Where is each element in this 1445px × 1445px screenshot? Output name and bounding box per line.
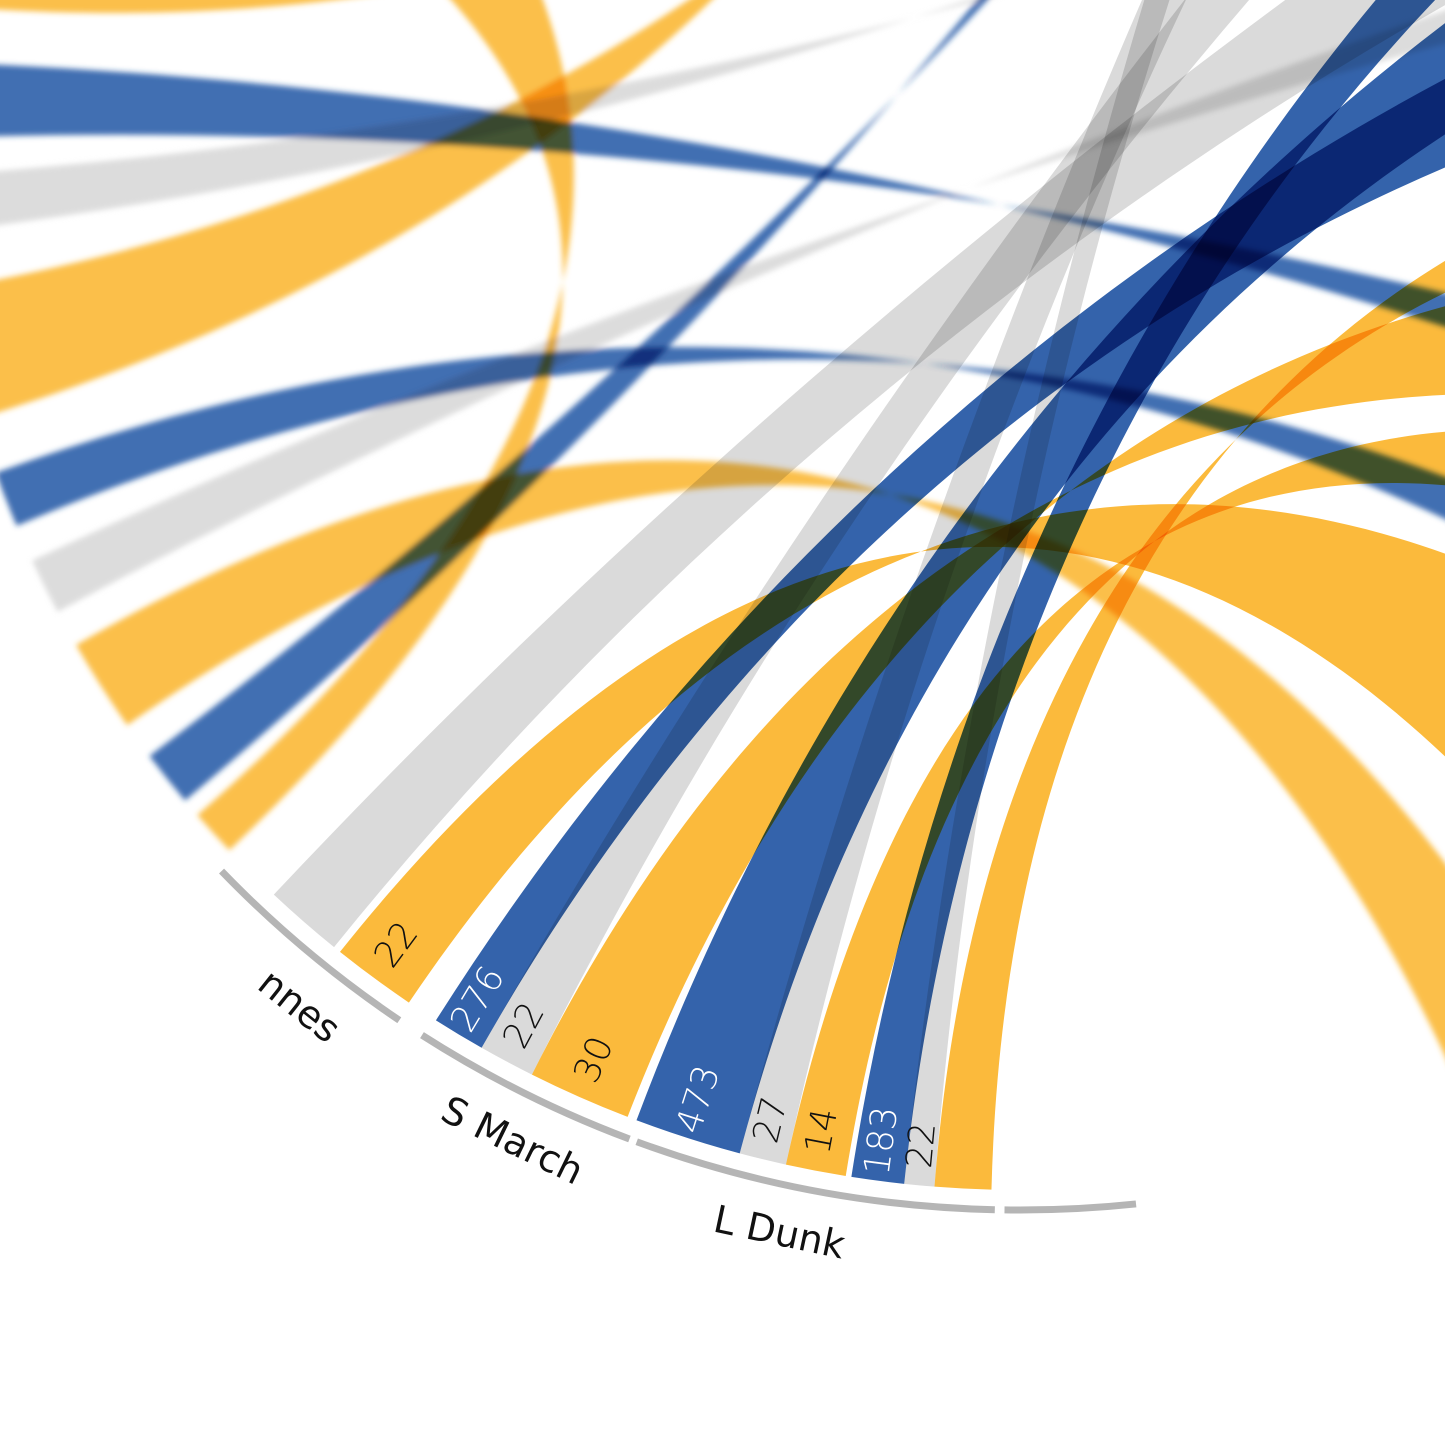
flow-value-label: 183 bbox=[857, 1104, 907, 1177]
ribbon-gold bbox=[785, 431, 1445, 1176]
ribbon-grey bbox=[904, 0, 1170, 1187]
group-arcs bbox=[219, 868, 1137, 1214]
background-ribbon bbox=[197, 0, 574, 851]
ribbon-gold bbox=[339, 504, 1445, 1003]
group-arc bbox=[420, 1032, 631, 1143]
background-ribbon bbox=[0, 0, 982, 225]
background-ribbon bbox=[149, 0, 988, 801]
ribbon-grey bbox=[273, 0, 1445, 948]
flow-value-label: 22 bbox=[899, 1121, 944, 1170]
group-label: S March bbox=[435, 1087, 591, 1193]
group-arc bbox=[635, 1138, 995, 1214]
flow-value-label: 14 bbox=[797, 1105, 846, 1158]
group-arc bbox=[1004, 1200, 1137, 1214]
group-arc bbox=[219, 868, 402, 1024]
ribbon-gold bbox=[531, 306, 1445, 1117]
ribbon-blue bbox=[851, 0, 1436, 1184]
ribbons bbox=[273, 0, 1445, 1190]
ribbon-grey bbox=[739, 0, 1186, 1165]
ribbon-grey bbox=[481, 0, 1250, 1075]
ribbon-gold bbox=[934, 260, 1445, 1190]
ribbon-blue bbox=[636, 23, 1445, 1154]
background-ribbon bbox=[0, 0, 335, 13]
group-label: L Dunk bbox=[710, 1197, 849, 1268]
